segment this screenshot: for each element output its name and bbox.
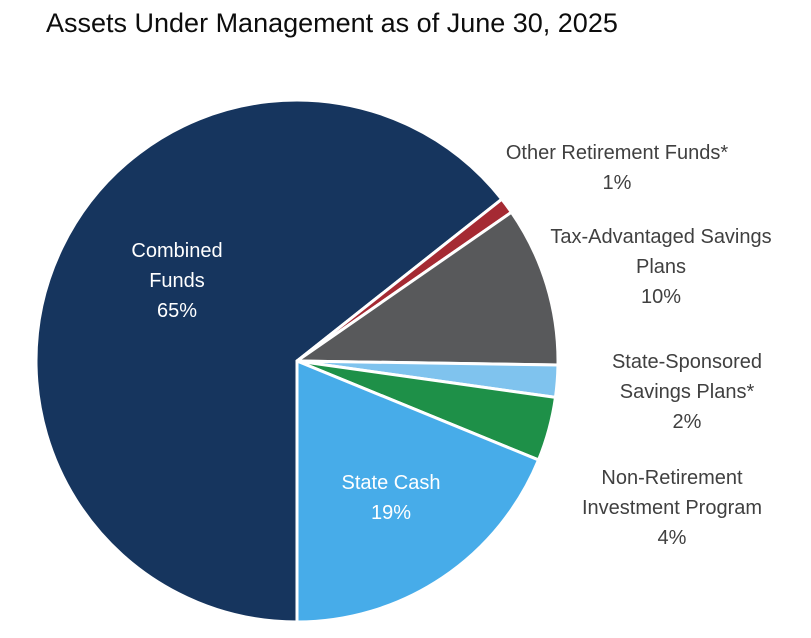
pie-slice-combined-funds (34, 98, 504, 624)
pie-slice-state-cash (295, 359, 541, 624)
chart-title: Assets Under Management as of June 30, 2… (46, 8, 618, 38)
pie-slice-tax-advantaged-savings-plans (295, 210, 560, 367)
